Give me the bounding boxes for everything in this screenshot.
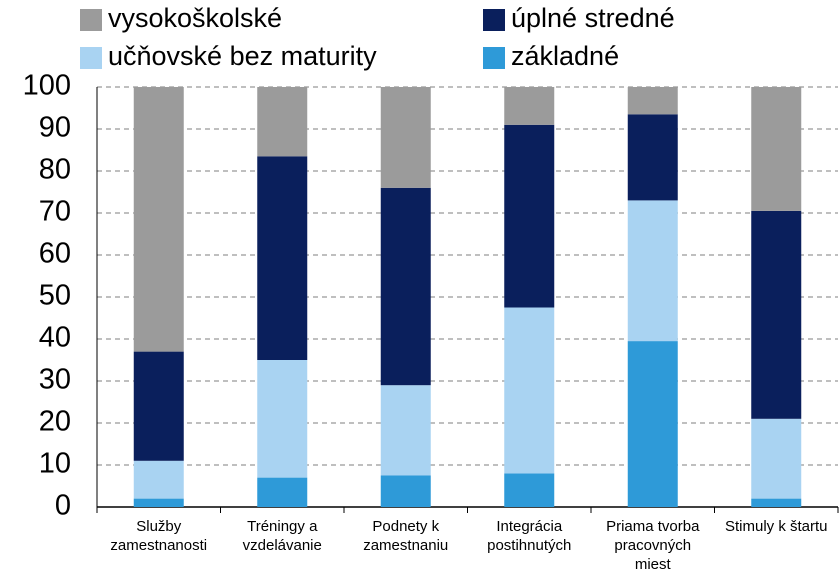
y-tick-label: 0 — [55, 490, 71, 522]
bar-segment — [627, 87, 678, 115]
bar-segment — [257, 87, 308, 157]
y-tick-label: 30 — [39, 364, 71, 396]
bar-segment — [380, 187, 431, 386]
x-tick-label: Tréningy a vzdelávanie — [243, 518, 322, 554]
y-tick-label: 40 — [39, 322, 71, 354]
bar-segment — [133, 498, 184, 507]
y-tick-label: 100 — [23, 70, 71, 102]
y-tick-label: 20 — [39, 406, 71, 438]
bar-segment — [751, 210, 802, 419]
bar-segment — [504, 87, 555, 125]
legend-swatch — [80, 9, 102, 31]
bar-segment — [751, 498, 802, 507]
bar-segment — [133, 87, 184, 352]
bar-segment — [380, 475, 431, 507]
y-tick-label: 90 — [39, 112, 71, 144]
legend-swatch — [483, 47, 505, 69]
legend-swatch — [80, 47, 102, 69]
y-tick-label: 60 — [39, 238, 71, 270]
bar-segment — [751, 87, 802, 211]
bar-segment — [380, 87, 431, 188]
legend-swatch — [483, 9, 505, 31]
legend-label: úplné stredné — [511, 3, 675, 33]
legend-label: základné — [511, 41, 619, 71]
x-tick-label: Podnety k zamestnaniu — [363, 518, 448, 554]
bar-segment — [504, 124, 555, 308]
bar-segment — [257, 477, 308, 507]
x-tick-label: Stimuly k štartu — [725, 518, 828, 535]
bar-segment — [504, 307, 555, 474]
bar-segment — [133, 460, 184, 499]
bar-segment — [627, 200, 678, 342]
legend-label: učňovské bez maturity — [108, 41, 377, 71]
bar-segment — [133, 351, 184, 461]
bar-segment — [751, 418, 802, 499]
y-tick-label: 80 — [39, 154, 71, 186]
legend-label: vysokoškolské — [108, 3, 282, 33]
bar-segment — [504, 473, 555, 507]
y-tick-label: 10 — [39, 448, 71, 480]
x-tick-label: Priama tvorba pracovných miest — [606, 518, 700, 573]
bar-segment — [627, 114, 678, 201]
bar-segment — [257, 156, 308, 360]
bar-segment — [380, 385, 431, 476]
bar-segment — [257, 360, 308, 478]
y-tick-label: 70 — [39, 196, 71, 228]
x-tick-label: Služby zamestnanosti — [110, 518, 207, 554]
y-tick-label: 50 — [39, 280, 71, 312]
x-tick-label: Integrácia postihnutých — [487, 518, 571, 554]
bar-segment — [627, 341, 678, 507]
